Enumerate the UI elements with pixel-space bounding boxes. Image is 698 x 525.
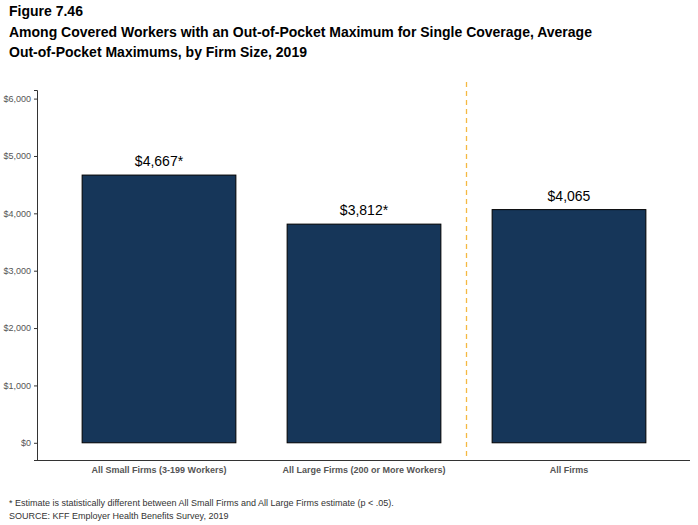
data-label: $4,065 xyxy=(548,188,591,204)
y-tick: $6,000 xyxy=(3,94,37,104)
x-axis: All Small Firms (3-199 Workers) All Large… xyxy=(37,461,690,476)
title: Figure 7.46 xyxy=(9,3,83,19)
data-label: $4,667* xyxy=(135,153,184,169)
bar xyxy=(492,210,646,443)
y-tick-mark xyxy=(34,213,37,214)
subtitle: Among Covered Workers with an Out-of-Poc… xyxy=(9,24,592,40)
subtitle: Out-of-Pocket Maximums, by Firm Size, 20… xyxy=(9,44,307,60)
y-tick: $5,000 xyxy=(3,151,37,161)
y-tick-label: $1,000 xyxy=(3,381,31,391)
y-tick-label: $6,000 xyxy=(3,94,31,104)
data-labels: $4,667* $3,812* $4,065 xyxy=(135,153,591,218)
y-tick-label: $2,000 xyxy=(3,323,31,333)
y-tick-label: $5,000 xyxy=(3,151,31,161)
footnote: * Estimate is statistically different be… xyxy=(9,498,394,508)
x-tick-label: All Small Firms (3-199 Workers) xyxy=(92,465,227,475)
y-tick-mark xyxy=(34,156,37,157)
y-tick-mark xyxy=(34,99,37,100)
y-tick-mark xyxy=(34,443,37,444)
x-tick: All Large Firms (200 or More Workers) xyxy=(283,465,446,475)
y-tick-label: $4,000 xyxy=(3,209,31,219)
bars xyxy=(82,175,646,443)
x-tick: All Firms xyxy=(550,465,589,475)
y-tick-label: $0 xyxy=(21,438,31,448)
chart: Figure 7.46 Among Covered Workers with an… xyxy=(0,0,698,525)
y-tick: $3,000 xyxy=(3,266,37,276)
y-tick-mark xyxy=(34,328,37,329)
x-axis-line xyxy=(37,460,690,461)
x-tick-label: All Large Firms (200 or More Workers) xyxy=(283,465,446,475)
x-tick: All Small Firms (3-199 Workers) xyxy=(92,465,227,475)
y-axis: $0 $1,000 $2,000 $3,000 $4,000 $5,000 $6,000 xyxy=(3,91,37,461)
y-tick: $1,000 xyxy=(3,381,37,391)
separator xyxy=(466,82,467,460)
data-label: $3,812* xyxy=(340,202,389,218)
x-tick-label: All Firms xyxy=(550,465,589,475)
y-tick-mark xyxy=(34,271,37,272)
footnote: SOURCE: KFF Employer Health Benefits Sur… xyxy=(9,511,228,521)
y-tick: $2,000 xyxy=(3,323,37,333)
y-tick: $4,000 xyxy=(3,209,37,219)
y-tick-label: $3,000 xyxy=(3,266,31,276)
y-tick-mark xyxy=(34,385,37,386)
bar xyxy=(287,224,441,443)
y-tick: $0 xyxy=(21,438,37,448)
y-axis-line xyxy=(34,91,38,461)
bar xyxy=(82,175,236,443)
